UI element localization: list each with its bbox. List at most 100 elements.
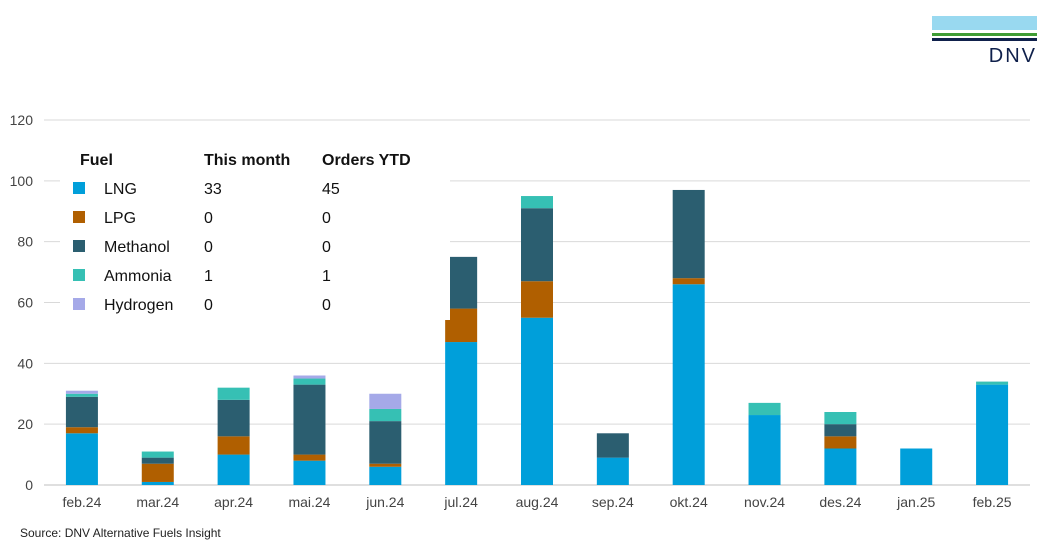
x-tick-label: aug.24: [516, 494, 559, 510]
y-tick-label: 0: [25, 477, 33, 493]
bar-segment-lpg: [445, 308, 478, 343]
legend-orders-ytd: 45: [322, 181, 340, 198]
bar-segment-methanol: [596, 433, 629, 458]
bar-segment-lng: [369, 466, 402, 485]
bar-segment-hydrogen: [65, 390, 98, 394]
bar-segment-lpg: [141, 463, 174, 482]
bar-stack-jul.24: [445, 256, 478, 485]
y-tick-label: 60: [17, 295, 33, 311]
bar-segment-lng: [900, 448, 933, 485]
bar-segment-methanol: [521, 208, 553, 282]
logo-band-green: [932, 33, 1037, 36]
legend-swatch: [73, 211, 85, 223]
x-tick-label: des.24: [819, 494, 861, 510]
bar-segment-lng: [976, 384, 1009, 485]
x-tick-label: jan.25: [896, 494, 935, 510]
legend-this-month: 33: [204, 181, 222, 198]
bar-stack-sep.24: [596, 433, 629, 485]
x-tick-label: mar.24: [136, 494, 179, 510]
bar-segment-methanol: [217, 399, 250, 437]
bar-segment-lng: [65, 433, 98, 485]
bar-segment-ammonia: [65, 393, 98, 397]
legend-fuel-name: Methanol: [104, 239, 170, 256]
legend-this-month: 0: [204, 297, 213, 314]
bar-segment-methanol: [824, 424, 857, 437]
x-tick-label: feb.24: [62, 494, 101, 510]
bar-segment-lpg: [672, 278, 705, 285]
bar-segment-lng: [521, 317, 553, 485]
legend-orders-ytd: 0: [322, 297, 331, 314]
x-tick-label: okt.24: [670, 494, 708, 510]
bar-stack-jan.25: [900, 448, 933, 485]
bar-stack-des.24: [824, 412, 857, 485]
x-tick-label: jul.24: [443, 494, 478, 510]
legend-fuel-name: Hydrogen: [104, 297, 173, 314]
y-axis: 0 20 40 60 80 100 120: [10, 112, 34, 493]
bar-stack-apr.24: [217, 387, 250, 485]
x-tick-label: nov.24: [744, 494, 785, 510]
bar-segment-ammonia: [521, 196, 553, 209]
bar-stack-feb.25: [976, 381, 1009, 485]
bar-segment-ammonia: [217, 387, 250, 400]
bar-segment-lng: [141, 481, 174, 485]
legend-fuel-name: Ammonia: [104, 268, 172, 285]
bar-segment-hydrogen: [369, 393, 402, 409]
x-axis: feb.24 mar.24 apr.24 mai.24 jun.24 jul.24 aug.…: [62, 494, 1011, 510]
bar-stacks: [65, 189, 1009, 485]
y-tick-label: 80: [17, 234, 33, 250]
bar-segment-lng: [824, 448, 857, 485]
bar-segment-lng: [596, 457, 629, 485]
bar-segment-ammonia: [293, 378, 326, 385]
x-tick-label: sep.24: [592, 494, 634, 510]
bar-segment-lng: [748, 415, 781, 485]
legend-fuel-name: LPG: [104, 210, 136, 227]
legend-row-methanol: Methanol 0 0: [73, 239, 331, 256]
x-tick-label: feb.25: [973, 494, 1012, 510]
bar-segment-lpg: [824, 436, 857, 449]
y-tick-label: 20: [17, 416, 33, 432]
bar-stack-mar.24: [141, 451, 174, 485]
bar-segment-methanol: [65, 396, 98, 428]
logo-band-dark: [932, 38, 1037, 41]
bar-stack-mai.24: [293, 375, 326, 485]
bar-stack-aug.24: [521, 196, 553, 485]
bar-segment-methanol: [369, 421, 402, 464]
bar-segment-ammonia: [824, 412, 857, 425]
bar-segment-ammonia: [748, 402, 781, 416]
bar-segment-hydrogen: [293, 375, 326, 379]
bar-segment-methanol: [141, 457, 174, 464]
legend-row-ammonia: Ammonia 1 1: [73, 268, 331, 285]
bar-segment-lng: [445, 342, 478, 485]
legend-swatch: [73, 182, 85, 194]
logo-text: DNV: [989, 45, 1037, 67]
bar-segment-methanol: [672, 189, 705, 279]
dnv-logo: DNV: [932, 16, 1037, 67]
logo-band-light: [932, 16, 1037, 30]
legend-this-month: 0: [204, 239, 213, 256]
bar-segment-lng: [672, 284, 705, 485]
bar-segment-lpg: [65, 427, 98, 434]
bar-stack-okt.24: [672, 189, 705, 485]
legend-row-hydrogen: Hydrogen 0 0: [73, 297, 331, 314]
bar-segment-lng: [217, 454, 250, 485]
bar-segment-lng: [293, 460, 326, 485]
legend-row-lpg: LPG 0 0: [73, 210, 331, 227]
bar-segment-methanol: [445, 256, 478, 309]
legend-fuel-name: LNG: [104, 181, 137, 198]
legend-swatch: [73, 240, 85, 252]
bar-stack-nov.24: [748, 402, 781, 485]
legend-orders-ytd: 1: [322, 268, 331, 285]
legend-this-month: 0: [204, 210, 213, 227]
bar-segment-ammonia: [369, 408, 402, 422]
legend-header-this-month: This month: [204, 152, 290, 169]
legend-orders-ytd: 0: [322, 239, 331, 256]
bar-segment-ammonia: [141, 451, 174, 458]
bar-segment-lpg: [521, 281, 553, 318]
legend-header-orders-ytd: Orders YTD: [322, 152, 411, 169]
source-note: Source: DNV Alternative Fuels Insight: [20, 526, 221, 540]
y-tick-label: 100: [10, 173, 34, 189]
bar-segment-lpg: [217, 436, 250, 455]
bar-stack-feb.24: [65, 390, 98, 485]
